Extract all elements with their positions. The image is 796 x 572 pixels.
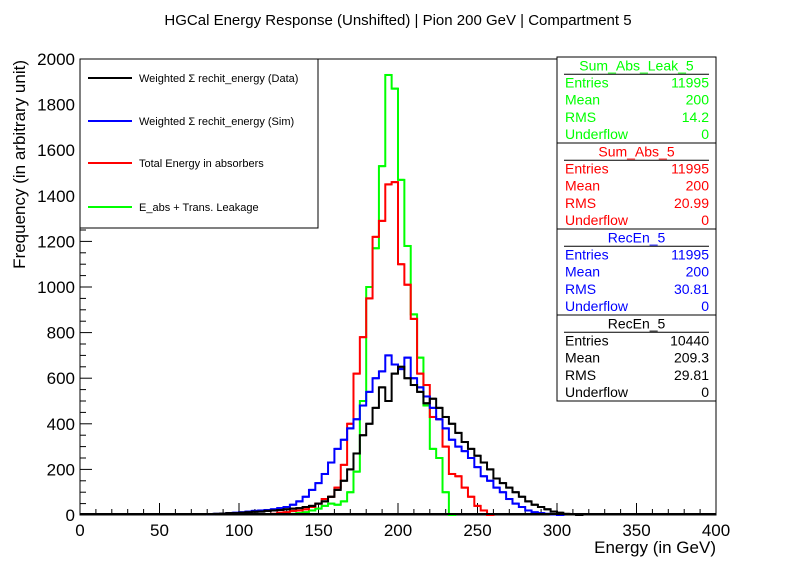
stats-key: Entries (565, 246, 609, 262)
stats-key: Underflow (565, 384, 629, 400)
x-tick-label: 300 (543, 521, 571, 540)
y-tick-label: 1000 (37, 278, 75, 297)
x-axis-label: Energy (in GeV) (594, 538, 716, 557)
x-tick-label: 350 (622, 521, 650, 540)
stats-value: 0 (701, 384, 709, 400)
stats-value: 29.81 (674, 367, 709, 383)
y-axis-label: Frequency (in arbitrary unit) (10, 60, 29, 269)
series-outline (269, 181, 495, 516)
axes: 0 50 100 150 200 250 300 350 400 0 200 400 600 800 100… (37, 50, 730, 540)
stats-key: RMS (565, 109, 596, 125)
stats-value: 200 (686, 178, 710, 194)
stats-key: Underflow (565, 212, 629, 228)
y-tick-label: 1400 (37, 187, 75, 206)
x-tick-label: 200 (384, 521, 412, 540)
legend-label: Total Energy in absorbers (139, 158, 264, 170)
series-3 (80, 365, 716, 516)
chart-title: HGCal Energy Response (Unshifted) | Pion… (164, 12, 631, 29)
legend-entry: Weighted Σ rechit_energy (Sim) (88, 116, 294, 128)
y-tick-label: 1800 (37, 96, 75, 115)
stats-value: 11995 (671, 74, 709, 90)
y-tick-label: 800 (47, 324, 75, 343)
stats-value: 200 (686, 264, 710, 280)
legend-box (79, 58, 319, 229)
series-outline (206, 354, 565, 516)
stats-frame (556, 56, 717, 144)
legend-label: Weighted Σ rechit_energy (Data) (139, 73, 298, 85)
stats-key: Mean (565, 350, 600, 366)
stats-key: Mean (565, 178, 600, 194)
x-tick-label: 150 (304, 521, 332, 540)
legend-entry: E_abs + Trans. Leakage (88, 202, 259, 214)
y-tick-label: 600 (47, 369, 75, 388)
stats-title: RecEn_5 (608, 230, 666, 246)
stats-value: 10440 (670, 332, 709, 348)
stats-key: RMS (565, 367, 596, 383)
stats-key: Entries (565, 332, 609, 348)
stats-key: Mean (565, 92, 600, 108)
stats-value: 11995 (671, 160, 709, 176)
x-tick-label: 250 (463, 521, 491, 540)
stats-key: RMS (565, 281, 596, 297)
series-outline (206, 365, 584, 516)
stats-key: Underflow (565, 126, 629, 142)
stats-value: 30.81 (674, 281, 709, 297)
stats-key: Mean (565, 264, 600, 280)
legend-label: Weighted Σ rechit_energy (Sim) (139, 116, 294, 128)
histogram-series (80, 73, 716, 516)
stats-value: 0 (701, 298, 709, 314)
stats-value: 0 (701, 126, 709, 142)
stats-title: RecEn_5 (608, 316, 666, 332)
stats-value: 200 (686, 92, 710, 108)
legend: Weighted Σ rechit_energy (Data) Weighted … (79, 58, 319, 229)
stats-key: Underflow (565, 298, 629, 314)
y-tick-label: 1200 (37, 232, 75, 251)
y-tick-label: 400 (47, 415, 75, 434)
stats-value: 20.99 (674, 195, 709, 211)
y-tick-label: 0 (66, 506, 75, 525)
stats-value: 209.3 (674, 350, 709, 366)
legend-entry: Total Energy in absorbers (88, 158, 264, 170)
stats-key: Entries (565, 74, 609, 90)
legend-entry: Weighted Σ rechit_energy (Data) (88, 73, 298, 85)
stats-value: 11995 (671, 246, 709, 262)
y-tick-label: 200 (47, 460, 75, 479)
legend-label: E_abs + Trans. Leakage (139, 202, 259, 214)
y-tick-label: 1600 (37, 141, 75, 160)
stats-frame (556, 314, 717, 402)
stats-title: Sum_Abs_Leak_5 (579, 58, 694, 74)
stats-value: 0 (701, 212, 709, 228)
stats-title: Sum_Abs_5 (598, 144, 674, 160)
x-tick-label: 50 (150, 521, 169, 540)
stats-key: RMS (565, 195, 596, 211)
stats-frame (556, 228, 717, 316)
y-tick-label: 2000 (37, 50, 75, 69)
x-tick-label: 0 (75, 521, 84, 540)
stats-value: 14.2 (682, 109, 709, 125)
x-tick-label: 100 (225, 521, 253, 540)
stats-key: Entries (565, 160, 609, 176)
x-tick-label: 400 (702, 521, 730, 540)
